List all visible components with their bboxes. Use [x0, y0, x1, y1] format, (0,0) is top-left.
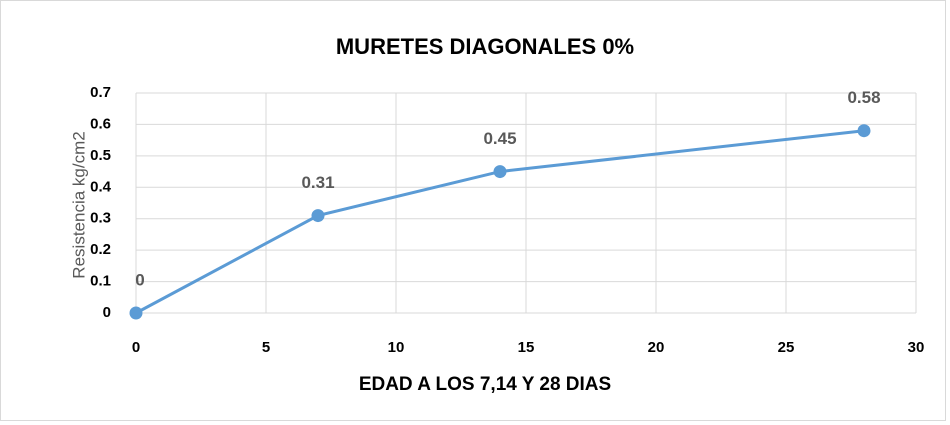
data-label: 0.45: [483, 129, 516, 148]
x-axis-label: EDAD A LOS 7,14 Y 28 DIAS: [359, 374, 611, 395]
data-label: 0.31: [301, 173, 334, 192]
y-tick-label: 0.2: [90, 241, 111, 258]
marks: 0 0.31 0.45 0.58: [129, 88, 881, 320]
x-tick-label: 10: [388, 339, 405, 356]
x-tick-label: 0: [132, 339, 140, 356]
data-point: [311, 209, 325, 223]
chart-title: MURETES DIAGONALES 0%: [336, 34, 634, 59]
y-tick-label: 0.3: [90, 210, 111, 227]
grid: [135, 92, 917, 314]
series-line: [135, 129, 865, 315]
data-label: 0: [135, 270, 144, 289]
data-point: [129, 306, 143, 320]
y-tick-label: 0.1: [90, 273, 111, 290]
y-axis-label: Resistencia kg/cm2: [69, 131, 88, 278]
y-tick-label: 0: [103, 304, 111, 321]
x-tick-label: 30: [908, 339, 925, 356]
x-tick-label: 20: [648, 339, 665, 356]
x-tick-label: 5: [262, 339, 270, 356]
data-point: [493, 165, 507, 179]
data-point: [857, 124, 871, 138]
y-tick-label: 0.6: [90, 115, 111, 132]
y-tick-label: 0.7: [90, 84, 111, 101]
y-tick-label: 0.4: [90, 178, 112, 195]
y-tick-label: 0.5: [90, 147, 111, 164]
x-tick-label: 25: [778, 339, 795, 356]
data-label: 0.58: [847, 88, 880, 107]
x-tick-label: 15: [518, 339, 535, 356]
